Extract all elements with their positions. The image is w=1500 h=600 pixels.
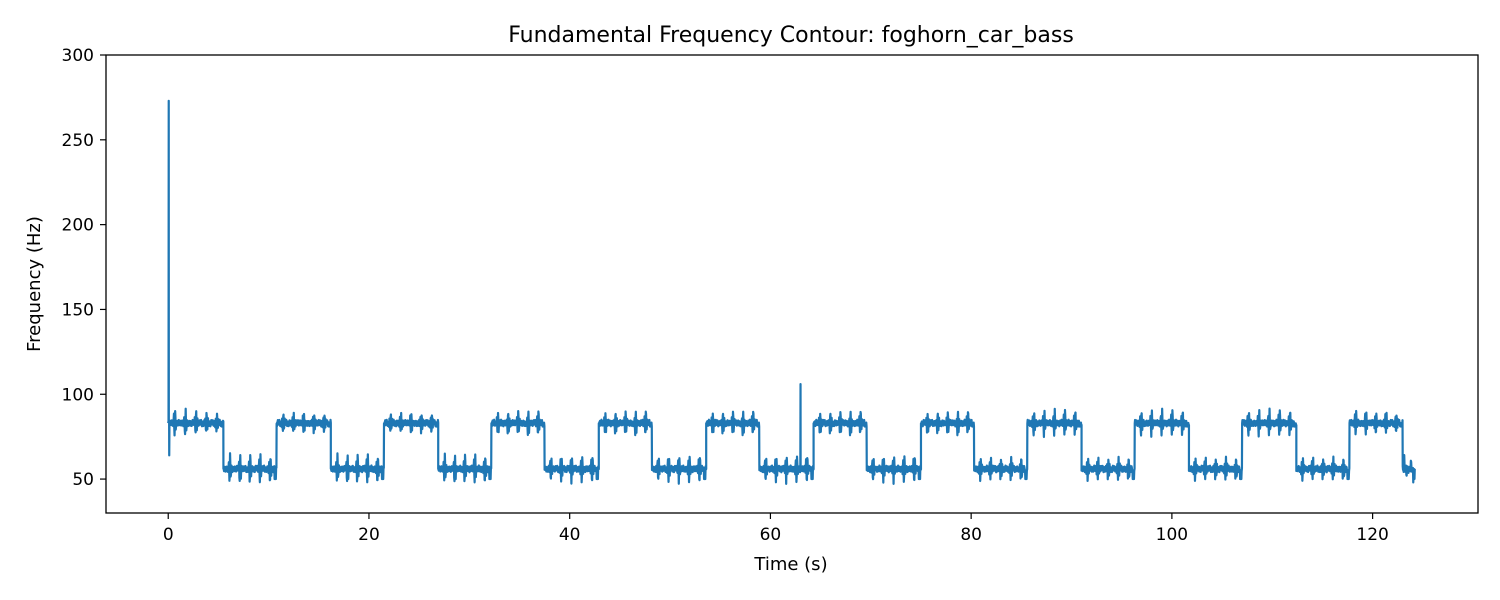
plot-frame (105, 54, 1479, 514)
y-axis-ticks: 50 100 150 200 250 300 (62, 46, 106, 490)
y-tick-label: 50 (72, 470, 94, 490)
x-tick-label: 120 (1356, 525, 1388, 545)
x-tick-label: 60 (760, 525, 782, 545)
y-tick-label: 250 (62, 131, 94, 151)
chart-title: Fundamental Frequency Contour: foghorn_c… (508, 23, 1074, 48)
plot-area (105, 54, 1479, 514)
y-tick-label: 100 (62, 385, 94, 405)
y-axis-label: Frequency (Hz) (24, 216, 45, 352)
series-f0-contour (167, 99, 1416, 485)
x-tick-label: 80 (960, 525, 982, 545)
y-tick-label: 300 (62, 46, 94, 66)
x-tick-label: 40 (559, 525, 581, 545)
y-tick-label: 200 (62, 216, 94, 236)
x-axis-label: Time (s) (753, 554, 827, 575)
x-tick-label: 20 (358, 525, 380, 545)
f0-contour-line (167, 99, 1416, 485)
x-tick-label: 0 (163, 525, 174, 545)
y-tick-label: 150 (62, 300, 94, 320)
x-tick-label: 100 (1156, 525, 1188, 545)
x-axis-ticks: 0 20 40 60 80 100 120 (163, 513, 1389, 545)
